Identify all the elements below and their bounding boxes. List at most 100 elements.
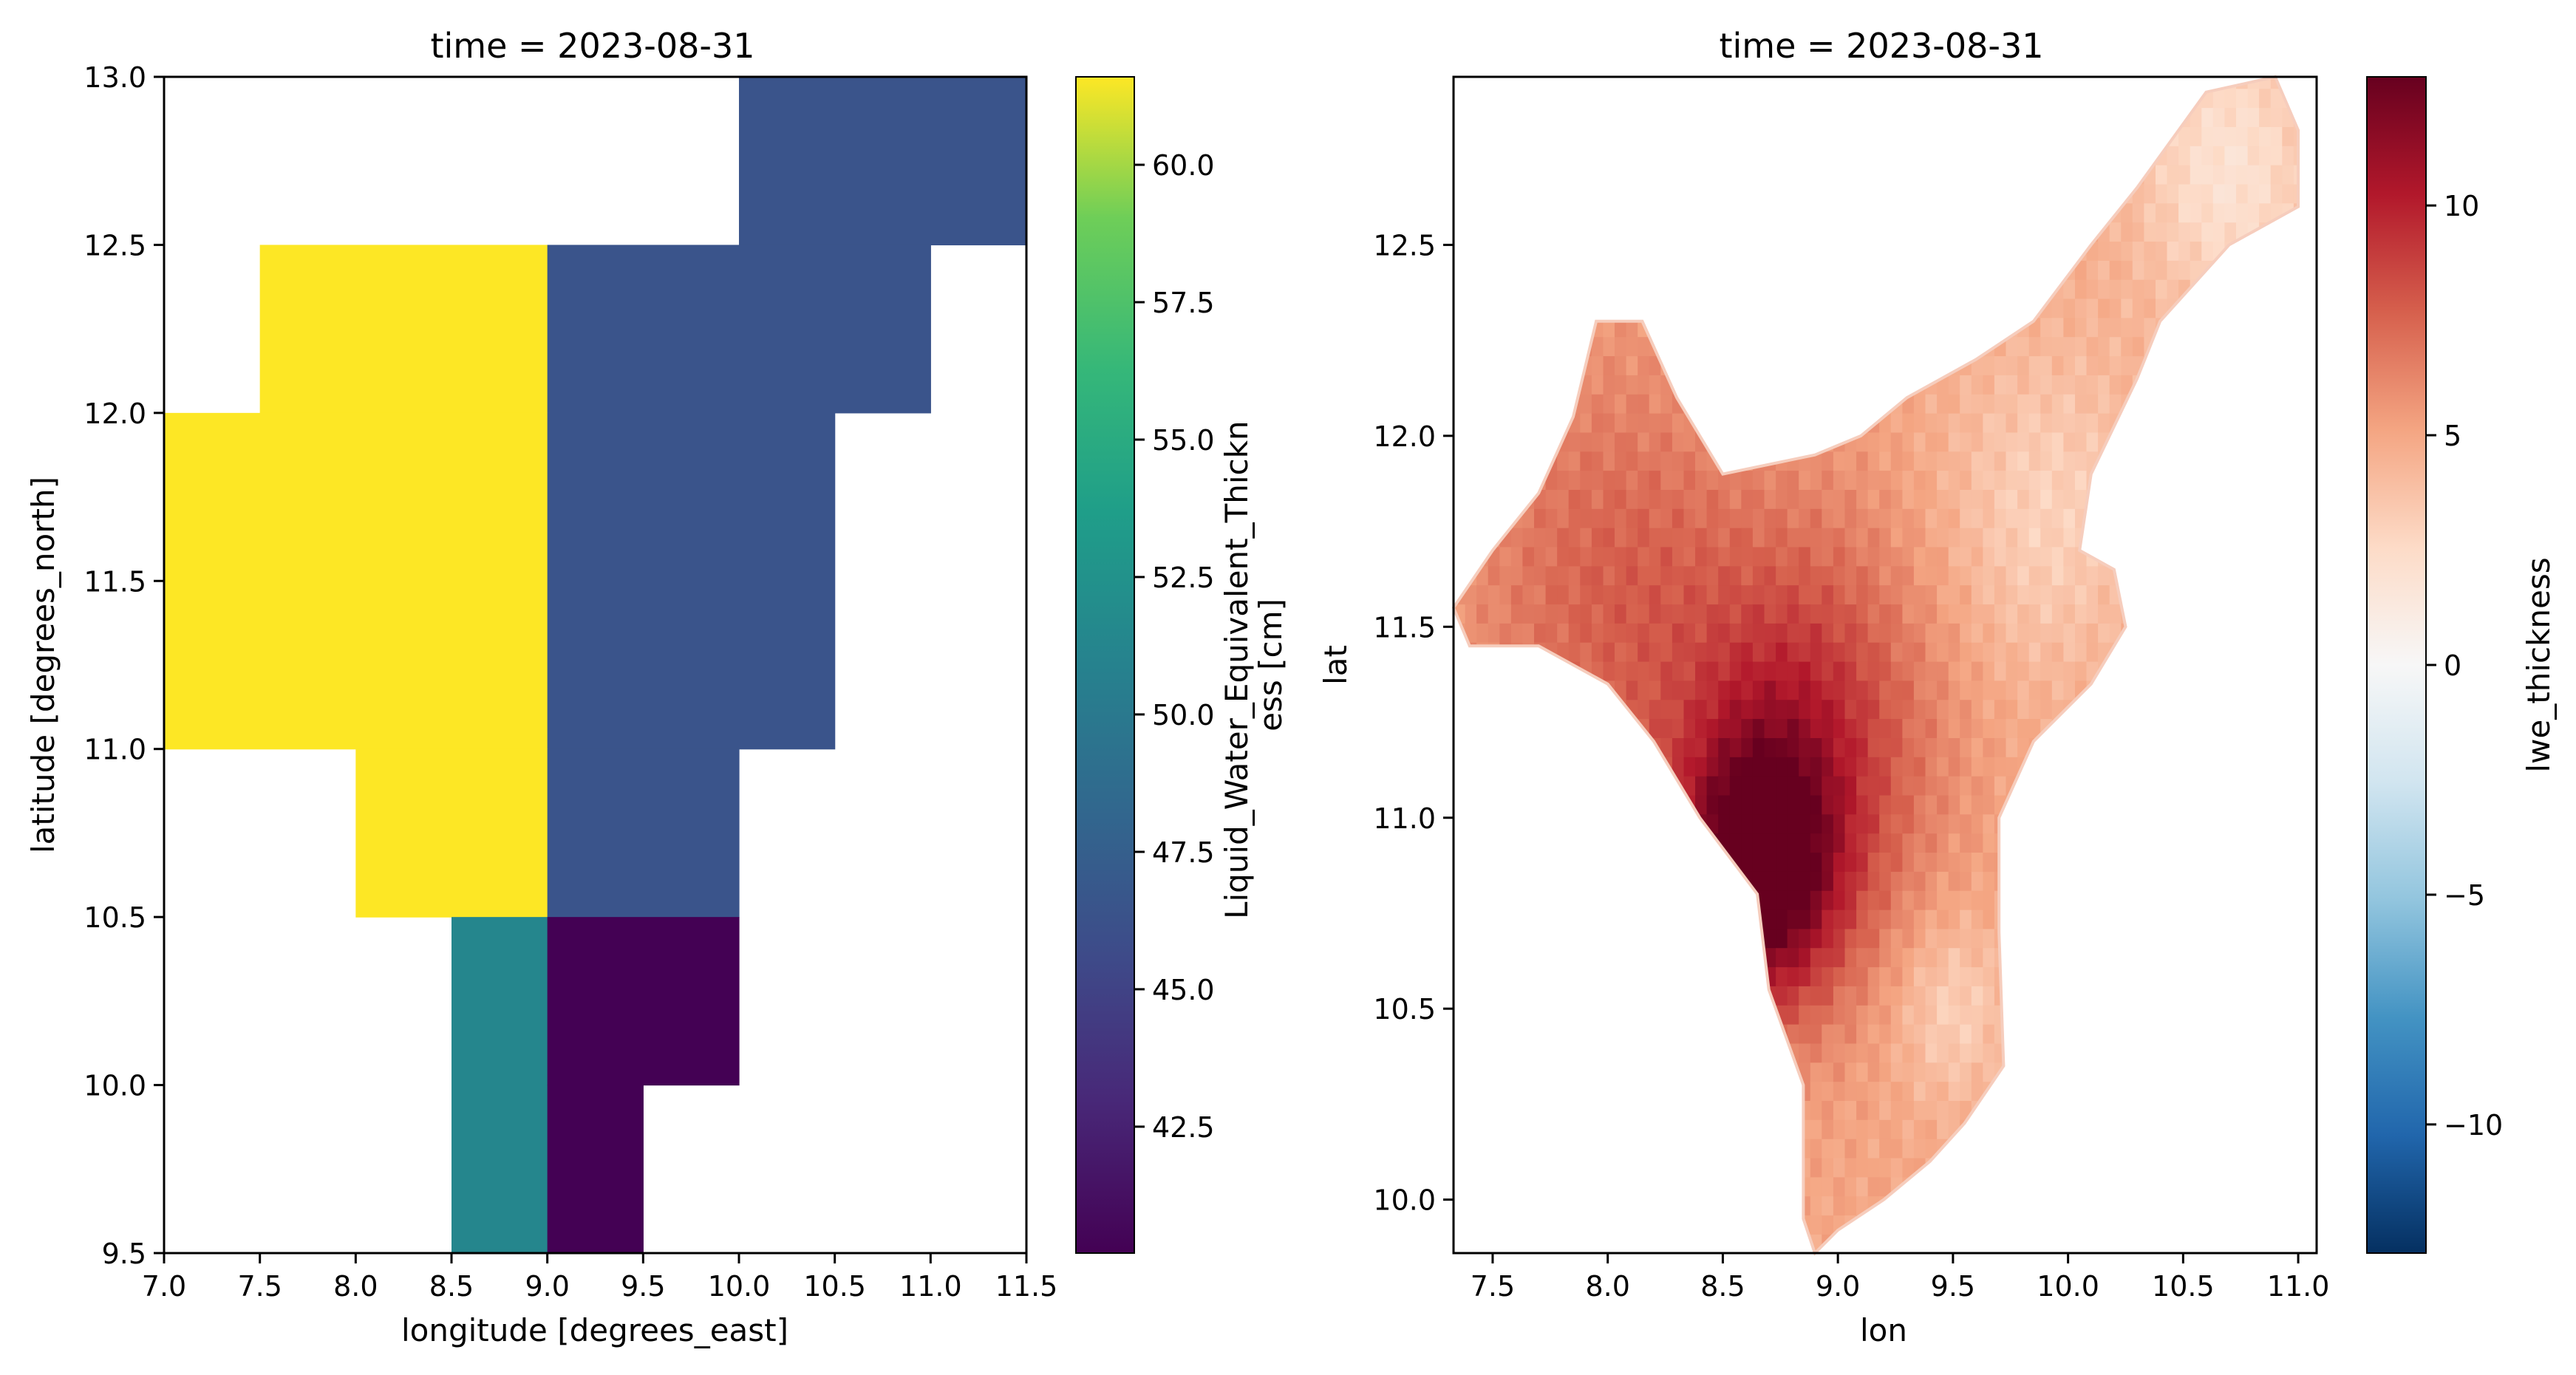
heatmap-pixel (2144, 1176, 2156, 1197)
heatmap-pixel (1741, 699, 1754, 720)
heatmap-pixel (1510, 1176, 1524, 1197)
heatmap-pixel (1615, 661, 1627, 681)
heatmap-pixel (1718, 1157, 1731, 1178)
heatmap-pixel (1603, 604, 1615, 624)
heatmap-pixel (1626, 1005, 1638, 1025)
heatmap-pixel (1822, 470, 1834, 490)
heatmap-pixel (1672, 394, 1685, 414)
colorbar-tick-label: 47.5 (1152, 836, 1215, 869)
heatmap-pixel (1971, 604, 1984, 624)
heatmap-pixel (1764, 1195, 1776, 1216)
heatmap-pixel (2282, 1215, 2294, 1235)
heatmap-pixel (1844, 1023, 1857, 1044)
heatmap-pixel (2040, 107, 2053, 127)
heatmap-pixel (1534, 584, 1547, 605)
heatmap-pixel (2247, 202, 2260, 223)
heatmap-pixel (1937, 890, 1949, 910)
heatmap-pixel (1752, 813, 1765, 834)
heatmap-pixel (2006, 88, 2018, 109)
heatmap-pixel (1454, 431, 1466, 452)
heatmap-pixel (2156, 1176, 2168, 1197)
heatmap-pixel (1522, 928, 1535, 949)
heatmap-pixel (2270, 1043, 2283, 1063)
heatmap-pixel (1994, 584, 2007, 605)
heatmap-pixel (2190, 202, 2203, 223)
heatmap-pixel (1856, 1176, 1869, 1197)
heatmap-pixel (1603, 1081, 1615, 1101)
heatmap-pixel (1534, 1119, 1547, 1139)
heatmap-pixel (2293, 1234, 2299, 1253)
heatmap-pixel (2132, 412, 2145, 433)
heatmap-pixel (1913, 222, 1926, 242)
heatmap-pixel (2121, 928, 2133, 949)
heatmap-pixel (1476, 241, 1489, 261)
heatmap-pixel (2132, 1215, 2145, 1235)
heatmap-pixel (1488, 604, 1501, 624)
heatmap-pixel (2028, 451, 2042, 471)
heatmap-pixel (1867, 431, 1880, 452)
heatmap-pixel (1913, 565, 1926, 586)
heatmap-pixel (2305, 203, 2317, 223)
heatmap-pixel (2224, 986, 2237, 1006)
heatmap-pixel (2098, 260, 2110, 280)
heatmap-pixel (1499, 584, 1512, 605)
heatmap-pixel (1810, 986, 1823, 1006)
heatmap-pixel (1983, 431, 1995, 452)
heatmap-pixel (1557, 852, 1570, 872)
heatmap-pixel (2178, 394, 2191, 414)
heatmap-pixel (2236, 202, 2249, 223)
heatmap-pixel (1752, 718, 1765, 738)
heatmap-pixel (1476, 852, 1489, 872)
heatmap-pixel (1591, 241, 1604, 261)
heatmap-pixel (2293, 298, 2299, 318)
heatmap-pixel (1833, 986, 1846, 1006)
heatmap-pixel (1741, 77, 1754, 89)
heatmap-pixel (1960, 718, 1972, 738)
heatmap-pixel (2282, 1023, 2294, 1044)
heatmap-pixel (2305, 394, 2317, 414)
heatmap-pixel (1683, 890, 1696, 910)
heatmap-pixel (2051, 222, 2065, 242)
heatmap-pixel (1534, 527, 1547, 547)
heatmap-pixel (1454, 813, 1466, 834)
heatmap-pixel (1568, 852, 1581, 872)
heatmap-pixel (1672, 489, 1685, 509)
heatmap-pixel (2178, 508, 2191, 528)
heatmap-pixel (2132, 394, 2145, 414)
heatmap-pixel (1672, 1176, 1685, 1197)
heatmap-pixel (2132, 757, 2145, 777)
heatmap-pixel (2144, 890, 2156, 910)
heatmap-pixel (1522, 1119, 1535, 1139)
heatmap-pixel (1925, 871, 1938, 891)
heatmap-pixel (1695, 794, 1708, 815)
heatmap-pixel (1764, 928, 1776, 949)
heatmap-pixel (1787, 699, 1799, 720)
heatmap-pixel (2040, 1157, 2053, 1178)
heatmap-pixel (1695, 718, 1708, 738)
heatmap-pixel (1983, 1157, 1995, 1178)
right-heatmap-field (1454, 77, 2317, 1253)
heatmap-pixel (1476, 794, 1489, 815)
heatmap-pixel (1603, 1005, 1615, 1025)
heatmap-pixel (2178, 412, 2191, 433)
heatmap-pixel (1557, 146, 1570, 166)
heatmap-pixel (2247, 527, 2260, 547)
heatmap-pixel (1568, 794, 1581, 815)
heatmap-pixel (1994, 661, 2007, 681)
heatmap-pixel (1741, 202, 1754, 223)
heatmap-pixel (1638, 947, 1650, 968)
heatmap-pixel (1937, 604, 1949, 624)
heatmap-pixel (1626, 623, 1638, 643)
heatmap-pixel (2156, 1062, 2168, 1082)
heatmap-pixel (2017, 1023, 2030, 1044)
heatmap-pixel (1764, 890, 1776, 910)
heatmap-pixel (1649, 852, 1662, 872)
heatmap-pixel (1465, 699, 1477, 720)
heatmap-pixel (2224, 1081, 2237, 1101)
heatmap-pixel (1695, 508, 1708, 528)
heatmap-pixel (2236, 241, 2249, 261)
heatmap-pixel (1695, 183, 1708, 204)
heatmap-pixel (1810, 813, 1823, 834)
heatmap-pixel (1499, 986, 1512, 1006)
heatmap-pixel (2212, 604, 2226, 624)
